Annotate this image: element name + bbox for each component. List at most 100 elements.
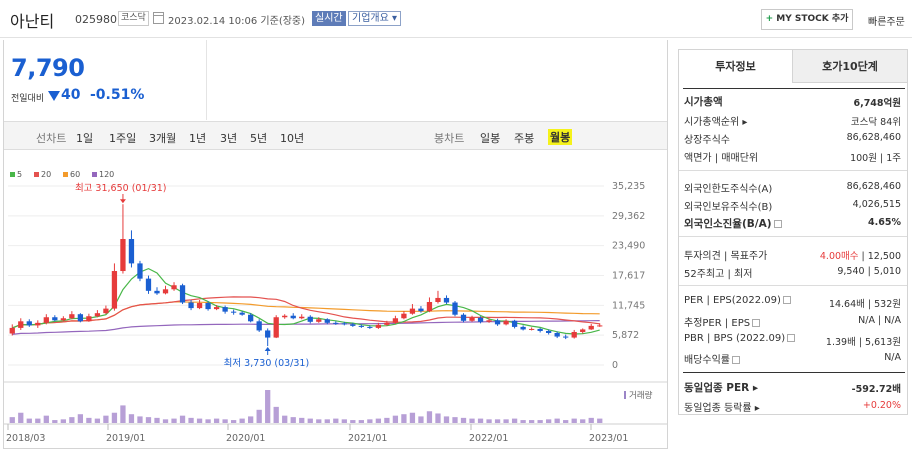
candle [494,318,501,326]
candle-body [554,332,560,337]
volume-bar [154,417,160,423]
candle [290,313,296,320]
volume-bar [324,419,330,423]
tab-10y[interactable]: 10년 [280,132,305,145]
tab-5y[interactable]: 5년 [250,132,268,145]
candle-body [494,320,501,325]
tab-orderbook[interactable]: 호가10단계 [793,50,907,83]
tab-3y[interactable]: 3년 [220,132,238,145]
candle [443,295,450,305]
candle-body [52,317,58,321]
candle [392,315,399,324]
volume-bar [179,415,186,423]
volume-bar [299,417,305,423]
volume-bar [571,418,577,423]
candle [324,318,330,325]
volume-bar [418,416,424,423]
help-icon[interactable] [782,296,791,304]
candle [213,305,220,311]
candle-body [179,285,186,303]
quick-order-link[interactable]: 빠른주문 [868,17,905,28]
volume-bar [307,418,313,423]
volume-bar [86,417,92,423]
row-value: 6,748억원 [853,98,901,109]
row-value: 1.39배 | 5,613원 [825,337,901,348]
y-tick-label: 29,362 [612,211,645,222]
tab-3m[interactable]: 3개월 [149,132,177,145]
help-icon[interactable] [732,356,740,364]
volume-bar [333,418,339,423]
tab-1d[interactable]: 1일 [76,132,94,145]
volume-bar [103,415,109,423]
row-value: +0.20% [862,400,901,411]
candle [426,297,433,313]
candle [43,314,49,325]
row-value: 9,540 | 5,010 [837,266,901,277]
help-icon[interactable] [773,220,782,228]
tab-monthly[interactable]: 월봉 [548,129,573,145]
down-triangle-icon [48,91,60,101]
volume-bar [282,415,288,423]
candle [528,327,535,331]
volume-bar [554,418,560,423]
candle-body [282,315,288,318]
volume-bar [460,417,467,423]
volume-bar [290,417,296,423]
candle [460,313,467,323]
tab-1w[interactable]: 1주일 [109,132,137,145]
volume-bar [511,418,518,423]
candle [265,328,271,347]
candle [537,327,543,333]
volume-bar [580,419,586,423]
row-label[interactable]: 시가총액순위 ▸ [684,117,748,128]
volume-bar [375,418,382,423]
row-value: N/A [884,352,901,363]
candle [401,311,407,320]
candle [273,315,279,339]
candle-body [452,302,458,315]
per-eps-label: PER | EPS(2022.09) [684,295,791,306]
row-value: N/A | N/A [858,315,901,326]
legend-label: 60 [70,170,81,179]
add-mystock-button[interactable]: + MY STOCK 추가 [761,9,853,30]
volume-bar [188,417,194,423]
low-annotation: 최저 3,730 (03/31) [224,358,310,369]
volume-bar [452,417,458,423]
candle-body [171,285,177,290]
candle-body [69,314,75,319]
help-icon[interactable] [787,334,796,342]
candle-body [205,303,211,310]
volume-bar [171,418,177,423]
legend-label: 20 [41,170,52,179]
row-label[interactable]: 동일업종 PER ▸ [684,382,759,394]
volume-bar [367,419,373,423]
dividend-label: 배당수익률 [684,351,740,366]
pbr-bps-label: PBR | BPS (2022.09) [684,333,796,344]
candle-body [486,320,492,322]
candle-body [580,329,586,332]
legend-ma20: 20 [34,170,51,179]
row-label[interactable]: 동일업종 등락률 ▸ [684,403,760,414]
corp-info-dropdown[interactable]: 기업개요 ▾ [348,11,401,26]
legend-label: 5 [17,170,23,179]
volume-bar [443,416,450,423]
tab-weekly[interactable]: 주봉 [514,132,535,145]
tab-investment-info[interactable]: 투자정보 [679,50,793,83]
y-tick-label: 5,872 [612,330,639,341]
candle [341,321,347,326]
tab-daily[interactable]: 일봉 [480,132,501,145]
chart-tabbar: 선차트 1일 1주일 3개월 1년 3년 5년 10년 봉차트 일봉 주봉 월봉 [4,121,667,150]
candle-body [443,297,450,303]
volume-bar [43,415,49,423]
volume-bar [409,412,416,423]
realtime-badge[interactable]: 실시간 [312,11,346,26]
candle [546,329,552,335]
candle-body [43,317,49,323]
row-label: 시가총액 [684,96,723,108]
x-tick-label: 2021/01 [348,433,387,444]
tab-1y[interactable]: 1년 [189,132,207,145]
row-label: 액면가 | 매매단위 [684,153,759,164]
help-icon[interactable] [752,319,761,327]
volume-bar [384,417,390,423]
